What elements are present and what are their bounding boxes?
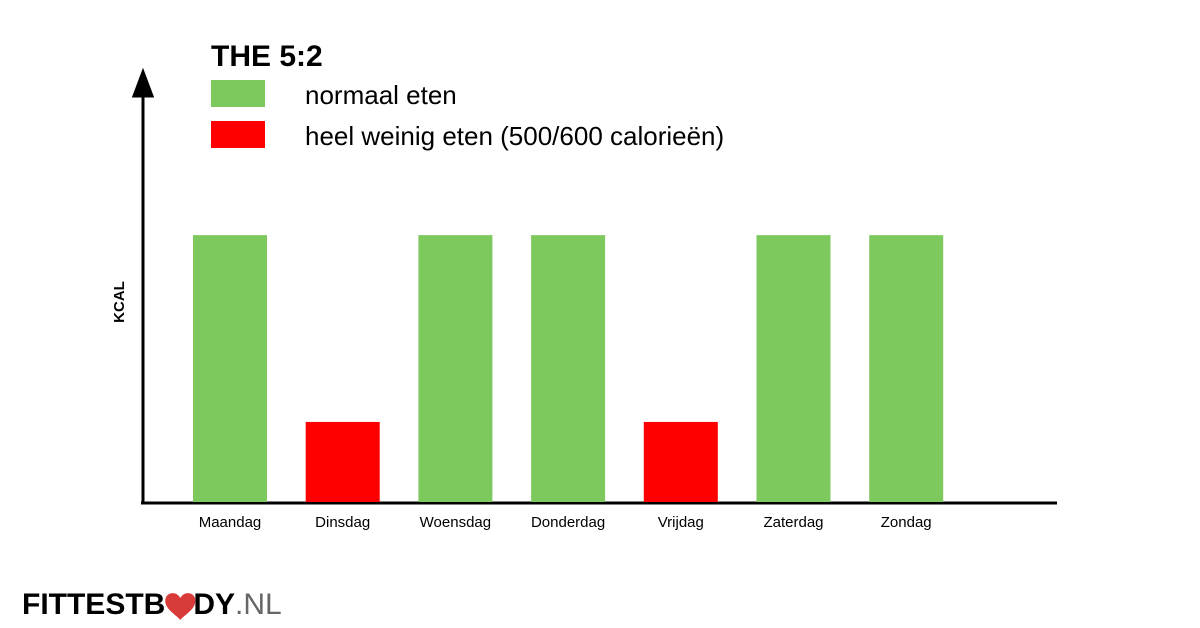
- logo-part: .NL: [235, 588, 282, 621]
- x-tick-label: Donderdag: [531, 514, 605, 531]
- logo-part: FITTESTB: [22, 588, 165, 621]
- legend-swatch: [211, 80, 265, 107]
- chart-title: THE 5:2: [211, 40, 323, 73]
- legend-label: normaal eten: [305, 80, 457, 110]
- logo-heart: [165, 593, 196, 620]
- bar: [193, 235, 267, 502]
- x-tick-label: Maandag: [199, 514, 262, 531]
- bar: [305, 421, 380, 502]
- y-axis: [131, 67, 155, 503]
- x-tick-label: Zondag: [881, 514, 932, 531]
- x-tick-label: Zaterdag: [763, 514, 823, 531]
- bar: [756, 235, 831, 502]
- legend-label: heel weinig eten (500/600 calorieën): [305, 121, 724, 151]
- logo-part: DY: [193, 588, 235, 621]
- bar: [869, 235, 944, 502]
- x-tick-label: Woensdag: [420, 514, 491, 531]
- bar: [418, 235, 493, 502]
- legend-swatch: [211, 121, 265, 148]
- y-axis-label: KCAL: [111, 281, 128, 323]
- bar: [531, 235, 606, 502]
- bar: [643, 421, 718, 502]
- x-tick-label: Dinsdag: [315, 514, 370, 531]
- x-tick-label: Vrijdag: [658, 514, 704, 531]
- logo: FITTESTB DY.NL: [22, 588, 282, 621]
